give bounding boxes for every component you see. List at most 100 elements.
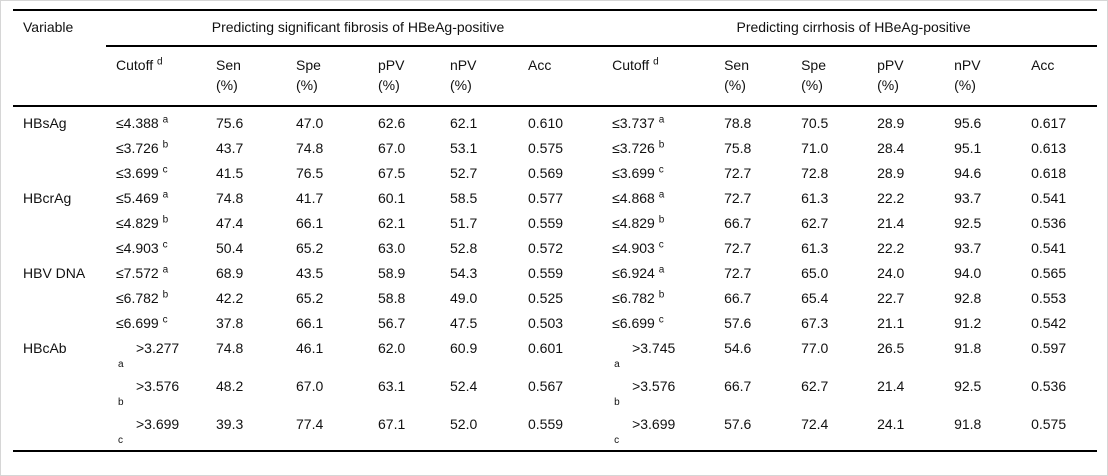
percent-unit: (%)	[954, 77, 976, 93]
cell-variable	[13, 374, 106, 412]
cutoff-value: ≤7.572	[116, 265, 159, 281]
cell-variable	[13, 311, 106, 336]
cell-npv: 62.1	[450, 115, 478, 131]
cutoff-footnote-marker: c	[658, 314, 664, 326]
cell-ppv: 67.1	[378, 416, 406, 432]
cutoff-value: ≤3.726	[116, 140, 159, 156]
cell-npv: 52.0	[450, 416, 478, 432]
cutoff-label: Cutoff	[612, 57, 650, 73]
cutoff-value: ≤4.388	[116, 115, 159, 131]
column-header-spe-cirrhosis: Spe (%)	[791, 46, 868, 107]
cutoff-footnote-marker: a	[162, 264, 169, 276]
cell-npv: 47.5	[450, 315, 478, 331]
cell-cutoff: ≤4.388 a	[106, 106, 206, 136]
cell-npv: 51.7	[450, 215, 478, 231]
cell-ppv: 22.7	[877, 290, 905, 306]
cell-sen: 41.5	[216, 165, 244, 181]
cell-npv: 54.3	[450, 265, 478, 281]
cell-acc: 0.559	[528, 215, 564, 231]
percent-unit: (%)	[724, 77, 746, 93]
table-row: ≤3.699 c 41.5 76.5 67.5 52.7 0.569 ≤3.699 c 72.…	[13, 161, 1097, 186]
table-row: ≤6.782 b 42.2 65.2 58.8 49.0 0.525 ≤6.782 b 66.…	[13, 286, 1097, 311]
cutoff-footnote-marker: d	[157, 56, 163, 68]
cell-sen: 66.7	[724, 215, 752, 231]
cell-spe: 70.5	[801, 115, 829, 131]
cell-npv: 92.5	[954, 215, 982, 231]
table-row: ≤4.903 c 50.4 65.2 63.0 52.8 0.572 ≤4.903 c 72.…	[13, 236, 1097, 261]
cell-sen: 72.7	[724, 240, 752, 256]
cutoff-footnote-marker: c	[162, 239, 168, 251]
cutoff-value: ≤3.699	[612, 165, 655, 181]
group-header-fibrosis: Predicting significant fibrosis of HBeAg…	[106, 9, 603, 47]
group-header-cirrhosis: Predicting cirrhosis of HBeAg-positive	[602, 9, 1098, 47]
cell-variable	[13, 161, 106, 186]
cell-spe: 72.4	[801, 416, 829, 432]
cell-npv: 92.8	[954, 290, 982, 306]
cell-sen: 57.6	[724, 416, 752, 432]
cell-variable	[13, 286, 106, 311]
cell-npv: 91.8	[954, 340, 982, 356]
cutoff-value: ≤6.699	[116, 315, 159, 331]
cell-cutoff: ≤4.903 c	[106, 236, 206, 261]
cell-spe: 66.1	[296, 215, 324, 231]
table-row: >3.699 c 39.3 77.4 67.1 52.0 0.559 >3.699 c 57.6 7…	[13, 412, 1097, 451]
cutoff-footnote-marker: b	[658, 139, 665, 151]
cell-spe: 41.7	[296, 190, 324, 206]
cutoff-value: ≤4.903	[612, 240, 655, 256]
cell-cutoff: ≤6.924 a	[602, 261, 714, 286]
cell-sen: 39.3	[216, 416, 244, 432]
cell-spe: 76.5	[296, 165, 324, 181]
cell-ppv: 24.0	[877, 265, 905, 281]
cutoff-value: ≤6.924	[612, 265, 655, 281]
cutoff-footnote-marker: c	[162, 314, 168, 326]
cell-cutoff: >3.277 a	[106, 336, 206, 374]
cutoff-value: ≤3.726	[612, 140, 655, 156]
cell-npv: 92.5	[954, 378, 982, 394]
column-header-sen-cirrhosis: Sen (%)	[714, 46, 792, 107]
cell-spe: 66.1	[296, 315, 324, 331]
cell-sen: 37.8	[216, 315, 244, 331]
cell-sen: 48.2	[216, 378, 244, 394]
npv-label: nPV	[450, 57, 477, 73]
cell-acc: 0.559	[528, 265, 564, 281]
acc-label: Acc	[528, 57, 552, 73]
cell-sen: 74.8	[216, 340, 244, 356]
table-row: HBcrAg ≤5.469 a 74.8 41.7 60.1 58.5 0.577 ≤4.86…	[13, 186, 1097, 211]
cell-spe: 67.0	[296, 378, 324, 394]
cell-sen: 54.6	[724, 340, 752, 356]
cutoff-value: ≤6.782	[116, 290, 159, 306]
cell-sen: 66.7	[724, 290, 752, 306]
cell-acc: 0.597	[1031, 340, 1067, 356]
cutoff-value: >3.699	[136, 416, 180, 432]
column-header-ppv-cirrhosis: pPV (%)	[867, 46, 945, 107]
cutoff-value: ≤3.737	[612, 115, 655, 131]
cell-ppv: 21.4	[877, 378, 905, 394]
cell-ppv: 60.1	[378, 190, 406, 206]
cell-npv: 91.8	[954, 416, 982, 432]
cell-cutoff: ≤6.782 b	[602, 286, 714, 311]
cell-cutoff: ≤6.699 c	[602, 311, 714, 336]
cutoff-footnote-marker: a	[614, 359, 620, 370]
cell-npv: 91.2	[954, 315, 982, 331]
cell-ppv: 28.9	[877, 165, 905, 181]
cutoff-footnote-marker: a	[162, 114, 169, 126]
cutoff-footnote-marker: b	[162, 139, 169, 151]
cell-ppv: 21.4	[877, 215, 905, 231]
cell-ppv: 62.1	[378, 215, 406, 231]
table-row: ≤6.699 c 37.8 66.1 56.7 47.5 0.503 ≤6.699 c 57.…	[13, 311, 1097, 336]
cell-acc: 0.559	[528, 416, 564, 432]
cutoff-value: ≤4.868	[612, 190, 655, 206]
cell-variable: HBV DNA	[23, 265, 86, 281]
cell-spe: 65.2	[296, 290, 324, 306]
cell-variable: HBcAb	[23, 340, 67, 356]
cell-spe: 77.4	[296, 416, 324, 432]
percent-unit: (%)	[877, 77, 899, 93]
cell-sen: 50.4	[216, 240, 244, 256]
cell-ppv: 22.2	[877, 190, 905, 206]
table-body: HBsAg ≤4.388 a 75.6 47.0 62.6 62.1 0.610 ≤3.737…	[13, 106, 1097, 451]
cell-sen: 72.7	[724, 265, 752, 281]
cutoff-value: ≤4.829	[612, 215, 655, 231]
cutoff-value: ≤4.903	[116, 240, 159, 256]
cell-npv: 52.4	[450, 378, 478, 394]
